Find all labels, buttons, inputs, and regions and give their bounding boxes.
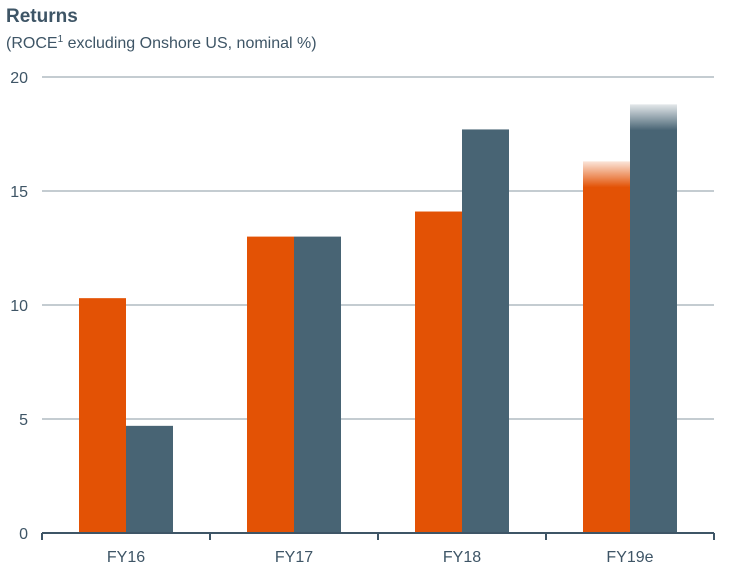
bar-fy19e-series-2 [630,104,677,534]
tick-labels: 0 5 10 15 20 FY16 FY17 FY18 FY19e [10,70,653,566]
subtitle-main: (ROCE [6,35,58,52]
x-tick-label: FY16 [107,549,145,566]
chart-title: Returns [6,6,78,27]
x-tick-label: FY19e [606,549,653,566]
bar-fy17-series-1 [247,236,294,533]
x-tick-label: FY17 [275,549,313,566]
y-tick-label: 20 [10,70,28,87]
bar-fy18-series-1 [415,211,462,533]
y-tick-label: 0 [19,526,28,543]
y-tick-label: 5 [19,412,28,429]
bar-fy16-series-1 [79,298,126,533]
bar-fy18-series-2 [462,129,509,533]
subtitle-footnote-marker: 1 [57,34,64,45]
chart-subtitle: (ROCE1 excluding Onshore US, nominal %) [6,34,317,53]
bar-fy16-series-2 [126,425,173,533]
x-tick-label: FY18 [443,549,481,566]
subtitle-rest: excluding Onshore US, nominal %) [63,35,317,52]
bar-fy19e-series-1 [583,161,630,534]
y-tick-label: 10 [10,298,28,315]
axes [41,532,715,540]
y-tick-label: 15 [10,184,28,201]
bar-fy17-series-2 [294,236,341,533]
bars [79,104,677,534]
